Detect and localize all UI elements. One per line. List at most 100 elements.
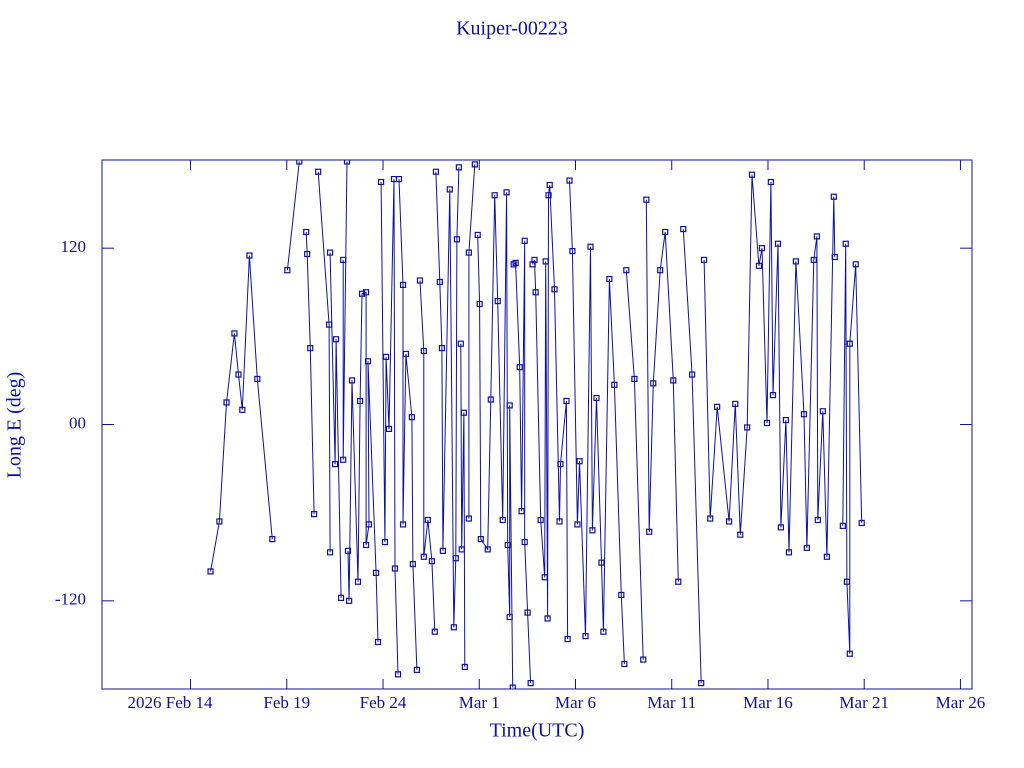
data-point bbox=[455, 164, 462, 171]
x-tick-label: Mar 1 bbox=[459, 693, 500, 712]
data-point bbox=[546, 181, 553, 189]
data-point bbox=[542, 258, 549, 265]
data-point bbox=[792, 258, 799, 265]
data-point bbox=[556, 518, 563, 525]
data-point bbox=[431, 628, 438, 635]
data-point bbox=[670, 377, 677, 384]
data-point bbox=[782, 416, 789, 424]
data-point bbox=[503, 189, 510, 196]
x-tick-label: Mar 26 bbox=[936, 693, 986, 712]
data-point bbox=[831, 253, 838, 261]
x-tick-label: Feb 19 bbox=[263, 693, 310, 712]
data-point bbox=[394, 671, 402, 678]
data-point bbox=[843, 578, 850, 585]
data-point bbox=[769, 392, 777, 399]
data-point bbox=[474, 231, 481, 239]
data-point bbox=[744, 424, 751, 431]
data-point bbox=[509, 684, 516, 689]
data-point bbox=[858, 519, 865, 527]
data-point bbox=[326, 249, 334, 256]
data-point bbox=[582, 632, 589, 640]
data-point bbox=[589, 527, 596, 534]
data-point bbox=[374, 638, 382, 646]
data-point bbox=[436, 278, 443, 286]
data-point bbox=[557, 461, 564, 468]
data-point bbox=[680, 225, 687, 233]
data-point bbox=[362, 541, 370, 549]
data-point bbox=[377, 178, 385, 186]
data-point bbox=[332, 336, 340, 343]
data-point bbox=[446, 186, 453, 193]
data-point bbox=[506, 613, 513, 621]
data-point bbox=[544, 615, 551, 622]
y-tick-label: -120 bbox=[55, 590, 86, 609]
data-point bbox=[700, 256, 708, 264]
x-tick-label: Mar 16 bbox=[743, 693, 793, 712]
data-point bbox=[527, 680, 534, 687]
data-point bbox=[593, 394, 600, 402]
data-point bbox=[453, 236, 461, 243]
data-point bbox=[487, 396, 494, 403]
data-point bbox=[707, 515, 714, 522]
data-point bbox=[438, 344, 446, 352]
data-point bbox=[362, 289, 370, 296]
data-point bbox=[785, 549, 793, 556]
data-point bbox=[657, 267, 664, 274]
data-point bbox=[763, 419, 771, 427]
data-point bbox=[348, 377, 356, 384]
data-point bbox=[566, 177, 573, 184]
data-point bbox=[424, 516, 431, 524]
data-point bbox=[364, 358, 372, 365]
plot-area bbox=[207, 160, 865, 689]
data-point bbox=[420, 347, 427, 355]
data-point bbox=[337, 594, 345, 601]
data-point bbox=[207, 568, 214, 575]
data-point bbox=[516, 364, 523, 371]
data-point bbox=[574, 521, 581, 528]
x-axis-title: Time(UTC) bbox=[490, 720, 585, 742]
data-point bbox=[450, 624, 457, 631]
data-point bbox=[476, 300, 483, 308]
data-point bbox=[372, 569, 380, 577]
data-point bbox=[504, 541, 511, 549]
data-point bbox=[358, 290, 366, 297]
data-point bbox=[269, 536, 276, 543]
data-point bbox=[246, 252, 253, 259]
x-tick-label: Feb 24 bbox=[360, 693, 407, 712]
data-point bbox=[777, 524, 784, 531]
data-point bbox=[640, 656, 647, 663]
data-point bbox=[846, 340, 853, 347]
data-point bbox=[800, 411, 808, 418]
data-point bbox=[494, 297, 501, 305]
data-point bbox=[413, 666, 420, 673]
data-point bbox=[346, 597, 353, 604]
data-point bbox=[521, 237, 528, 244]
data-point bbox=[545, 192, 552, 199]
data-point bbox=[524, 609, 531, 616]
y-tick-label: 120 bbox=[61, 237, 87, 256]
data-point bbox=[216, 518, 223, 525]
y-tick-label: 00 bbox=[69, 413, 86, 432]
data-point bbox=[432, 168, 440, 175]
data-point bbox=[284, 267, 291, 274]
data-point bbox=[839, 522, 846, 529]
data-point bbox=[382, 353, 390, 361]
data-point bbox=[725, 518, 733, 525]
data-point bbox=[675, 578, 682, 585]
data-point bbox=[354, 578, 362, 585]
data-point bbox=[541, 574, 548, 581]
data-point bbox=[643, 196, 650, 203]
data-point bbox=[819, 408, 826, 415]
data-point bbox=[650, 380, 657, 387]
data-point bbox=[460, 409, 467, 416]
data-point bbox=[391, 565, 399, 572]
data-point bbox=[587, 243, 594, 250]
data-point bbox=[365, 521, 373, 528]
data-point bbox=[755, 262, 763, 269]
data-point bbox=[758, 245, 766, 252]
data-point bbox=[600, 628, 607, 635]
data-point bbox=[737, 531, 744, 538]
data-point bbox=[623, 267, 630, 274]
data-line bbox=[210, 161, 863, 688]
